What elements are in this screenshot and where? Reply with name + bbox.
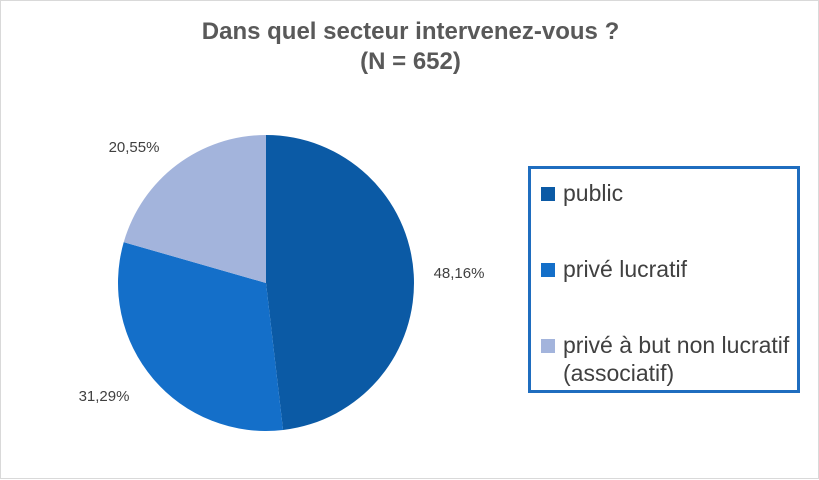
legend-swatch-public (541, 187, 555, 201)
legend-item-prive-non-lucratif: privé à but non lucratif (associatif) (541, 331, 791, 387)
chart-title-line2: (N = 652) (360, 48, 461, 75)
chart-title-line1: Dans quel secteur intervenez-vous ? (201, 18, 620, 45)
pie-slices (117, 135, 415, 431)
data-label-prive-lucratif: 31,29% (79, 388, 130, 405)
legend-label-prive-non-lucratif: privé à but non lucratif (associatif) (563, 332, 790, 386)
data-label-public: 48,16% (434, 265, 485, 282)
legend-item-public: public (541, 179, 623, 207)
pie-data-labels: 48,16% 31,29% 20,55% (79, 139, 485, 405)
chart-legend: public privé lucratif privé à but non lu… (528, 166, 800, 393)
pie-slice-prive-non-lucratif (123, 135, 266, 283)
legend-swatch-prive-lucratif (541, 263, 555, 277)
chart-title: Dans quel secteur intervenez-vous ? (N =… (1, 17, 819, 77)
data-label-prive-non-lucratif: 20,55% (109, 139, 160, 156)
legend-label-public: public (563, 180, 624, 206)
legend-label-prive-lucratif: privé lucratif (563, 256, 687, 282)
legend-item-prive-lucratif: privé lucratif (541, 255, 687, 283)
legend-swatch-prive-non-lucratif (541, 339, 555, 353)
pie-slice-prive-lucratif (117, 242, 284, 431)
pie-slice-public (266, 135, 415, 431)
